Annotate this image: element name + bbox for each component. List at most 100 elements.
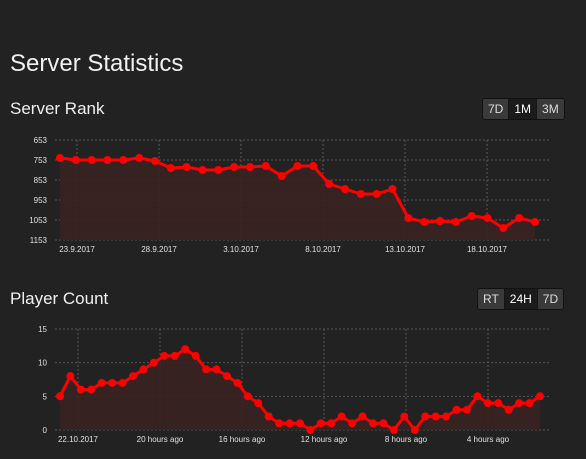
data-point[interactable] [261, 162, 270, 170]
data-point[interactable] [436, 217, 444, 225]
data-point[interactable] [410, 426, 419, 434]
data-point[interactable] [119, 156, 128, 164]
data-point[interactable] [467, 212, 476, 220]
players-range-selector: RT 24H 7D [477, 288, 565, 310]
data-point[interactable] [327, 419, 336, 428]
data-point[interactable] [135, 154, 144, 162]
data-point[interactable] [277, 172, 286, 180]
data-point[interactable] [372, 190, 381, 198]
rank-7d-button[interactable]: 7D [483, 99, 510, 119]
data-point[interactable] [191, 351, 200, 360]
data-point[interactable] [404, 214, 413, 222]
data-point[interactable] [525, 399, 534, 408]
data-point[interactable] [451, 218, 460, 226]
data-point[interactable] [214, 166, 223, 174]
data-point[interactable] [309, 162, 318, 170]
rank-1m-button[interactable]: 1M [509, 99, 538, 119]
data-point[interactable] [170, 351, 179, 360]
data-point[interactable] [198, 166, 207, 174]
data-point[interactable] [56, 392, 64, 401]
data-point[interactable] [504, 405, 513, 414]
data-point[interactable] [356, 190, 365, 198]
data-point[interactable] [182, 163, 191, 171]
x-tick-label: 4 hours ago [467, 435, 510, 444]
data-point[interactable] [233, 378, 242, 387]
y-tick-label: 953 [34, 196, 48, 205]
data-point[interactable] [166, 164, 175, 172]
data-point[interactable] [230, 163, 239, 171]
data-point[interactable] [337, 412, 346, 421]
rank-3m-button[interactable]: 3M [537, 99, 564, 119]
data-point[interactable] [254, 399, 263, 408]
y-tick-label: 15 [38, 325, 47, 334]
data-point[interactable] [296, 419, 304, 428]
data-point[interactable] [293, 162, 302, 170]
data-point[interactable] [379, 419, 388, 428]
data-point[interactable] [358, 412, 367, 421]
data-point[interactable] [400, 412, 409, 421]
data-point[interactable] [103, 156, 112, 164]
data-point[interactable] [420, 218, 429, 226]
x-tick-label: 16 hours ago [219, 435, 266, 444]
data-point[interactable] [285, 419, 294, 428]
data-point[interactable] [421, 412, 430, 421]
data-point[interactable] [499, 224, 508, 232]
data-point[interactable] [118, 378, 127, 387]
data-point[interactable] [264, 412, 273, 421]
data-point[interactable] [463, 405, 471, 414]
data-point[interactable] [246, 163, 254, 171]
data-point[interactable] [388, 185, 397, 193]
data-point[interactable] [515, 214, 524, 222]
x-tick-label: 12 hours ago [301, 435, 348, 444]
data-point[interactable] [129, 372, 137, 381]
data-point[interactable] [149, 358, 158, 367]
x-tick-label: 28.9.2017 [141, 245, 177, 254]
data-point[interactable] [76, 385, 85, 394]
data-point[interactable] [452, 405, 461, 414]
series-area [60, 158, 535, 240]
data-point[interactable] [66, 372, 75, 381]
players-24h-button[interactable]: 24H [504, 289, 538, 309]
data-point[interactable] [160, 351, 169, 360]
x-tick-label: 8.10.2017 [305, 245, 341, 254]
data-point[interactable] [212, 365, 221, 374]
data-point[interactable] [341, 185, 349, 193]
x-tick-label: 3.10.2017 [223, 245, 259, 254]
players-rt-button[interactable]: RT [478, 289, 505, 309]
data-point[interactable] [71, 156, 80, 164]
data-point[interactable] [515, 399, 524, 408]
player-count-title: Player Count [10, 289, 109, 308]
data-point[interactable] [139, 365, 148, 374]
data-point[interactable] [306, 426, 315, 434]
data-point[interactable] [325, 180, 334, 188]
data-point[interactable] [442, 412, 451, 421]
page-title: Server Statistics [10, 50, 184, 77]
server-rank-title: Server Rank [10, 99, 105, 118]
server-rank-chart: 653 753 853 953 1053 1153 23.9.2017 28.9.2017 3.… [29, 136, 550, 254]
data-point[interactable] [494, 399, 503, 408]
y-tick-label: 0 [43, 426, 48, 435]
data-point[interactable] [87, 156, 96, 164]
data-point[interactable] [431, 412, 440, 421]
data-point[interactable] [536, 392, 544, 401]
data-point[interactable] [223, 372, 231, 381]
data-point[interactable] [369, 419, 377, 428]
data-point[interactable] [151, 157, 159, 165]
data-point[interactable] [243, 392, 252, 401]
data-point[interactable] [389, 426, 398, 434]
data-point[interactable] [108, 378, 117, 387]
data-point[interactable] [181, 345, 190, 354]
data-point[interactable] [56, 154, 64, 162]
players-7d-button[interactable]: 7D [537, 289, 564, 309]
data-point[interactable] [483, 399, 492, 408]
data-point[interactable] [316, 419, 325, 428]
data-point[interactable] [348, 419, 357, 428]
data-point[interactable] [473, 392, 482, 401]
player-count-chart: 15 10 5 0 22.10.2017 20 hours ago 16 hours ago… [38, 325, 550, 444]
data-point[interactable] [87, 385, 96, 394]
data-point[interactable] [202, 365, 211, 374]
data-point[interactable] [275, 419, 284, 428]
data-point[interactable] [531, 218, 539, 226]
data-point[interactable] [97, 378, 106, 387]
data-point[interactable] [483, 214, 492, 222]
